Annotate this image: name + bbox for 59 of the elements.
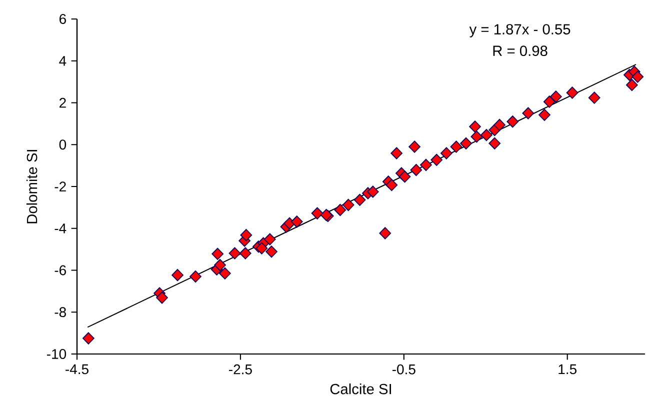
y-axis-title: Dolomite SI [26,150,38,224]
point [239,247,252,260]
point [538,108,550,121]
y-tick-label: -4 [54,224,66,234]
point [450,140,462,153]
point [522,107,534,120]
point [470,130,483,143]
point [398,170,411,183]
point [469,120,481,133]
point [488,137,501,150]
point [408,140,420,153]
point [379,227,392,240]
y-tick-label: -10 [46,349,66,359]
y-tick-label: -6 [54,265,66,276]
x-tick-label: 1.5 [558,364,576,374]
point [420,158,432,172]
x-axis-title: Calcite SI [330,383,392,394]
annotation: y = 1.87x - 0.55 [469,24,570,38]
point [156,292,168,304]
point [256,242,268,254]
point [566,86,578,99]
x-tick-label: -0.5 [392,364,416,374]
point [228,247,241,260]
point [311,207,324,220]
point [390,147,402,160]
point [506,116,519,128]
point [354,194,366,206]
point [440,147,452,160]
point [588,92,600,104]
point [214,258,226,272]
point [334,204,346,216]
point [480,128,492,142]
y-tick-label: -2 [54,182,66,192]
point [172,268,184,282]
y-tick-label: 4 [59,56,66,66]
point [430,154,443,166]
point [240,229,252,242]
x-tick-label: -2.5 [229,364,252,374]
point [266,246,278,258]
point [494,118,506,132]
y-tick-label: 2 [60,98,66,108]
point [366,186,379,198]
point [386,178,398,192]
point [543,96,556,108]
point [82,332,94,344]
point [218,267,231,280]
point [264,233,276,246]
y-tick-label: 6 [60,14,66,24]
annotation: R = 0.98 [493,46,548,56]
point [342,198,354,211]
point [410,164,422,176]
point [550,90,562,103]
point [190,270,202,283]
point [290,216,303,228]
point [212,248,224,260]
y-tick-label: 0 [59,140,66,150]
x-tick-label: -4.5 [66,364,88,374]
point [460,137,472,150]
y-tick-label: -8 [54,307,66,318]
